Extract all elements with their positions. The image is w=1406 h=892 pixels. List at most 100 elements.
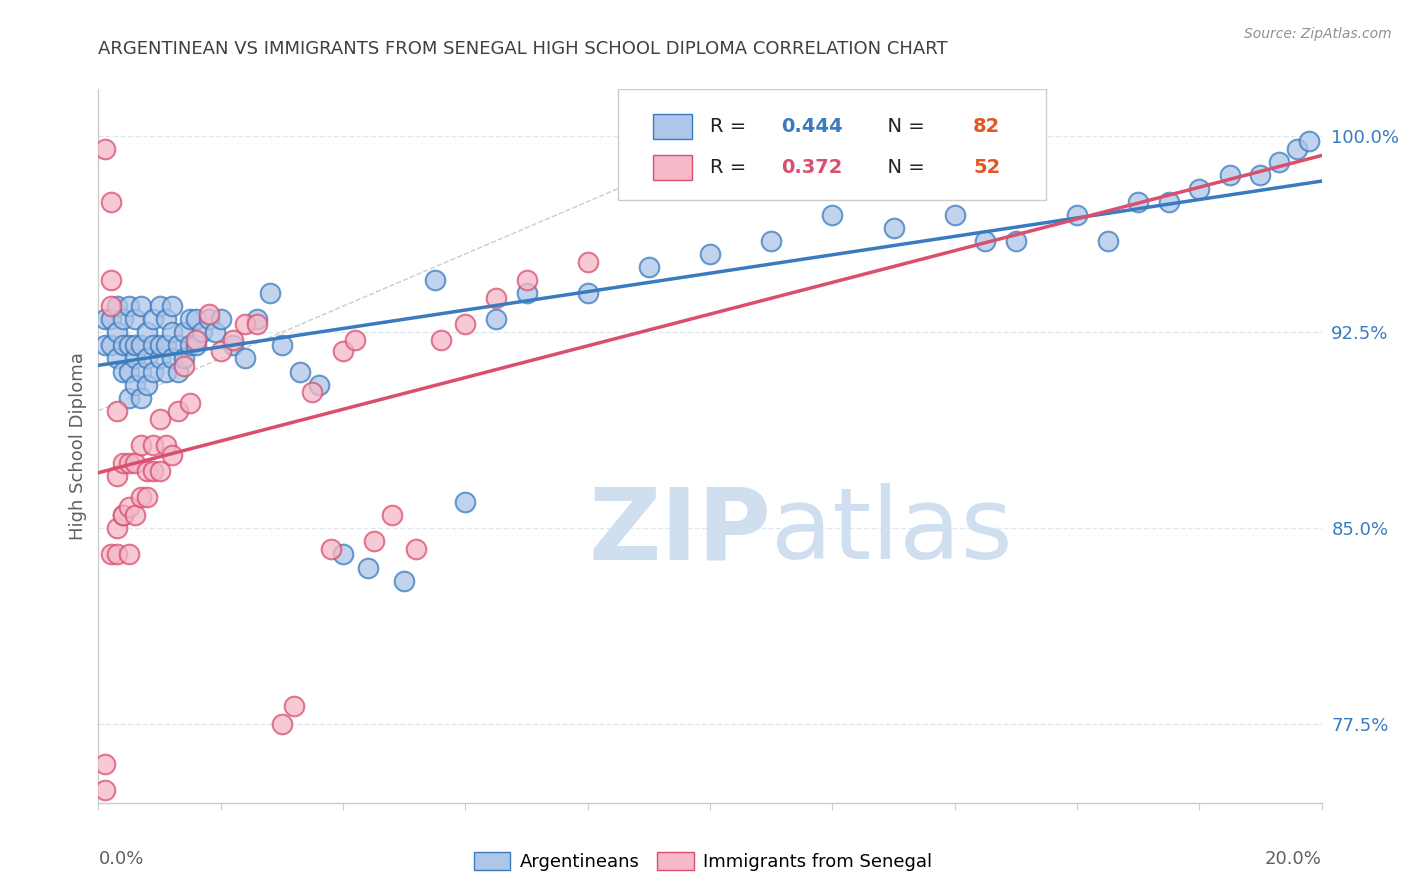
Point bbox=[283, 699, 305, 714]
Point bbox=[270, 717, 292, 731]
Point bbox=[124, 508, 146, 523]
Point bbox=[100, 338, 122, 352]
Point bbox=[118, 338, 141, 352]
Point bbox=[454, 495, 477, 509]
Point bbox=[1286, 142, 1309, 156]
Point bbox=[149, 299, 172, 313]
Point bbox=[105, 326, 128, 340]
Point bbox=[167, 403, 190, 417]
Point bbox=[637, 260, 661, 274]
Point bbox=[93, 782, 115, 797]
Point bbox=[1268, 155, 1291, 169]
Point bbox=[136, 490, 159, 504]
Point bbox=[155, 338, 177, 352]
Point bbox=[129, 490, 152, 504]
Point bbox=[1097, 234, 1119, 248]
Point bbox=[129, 391, 152, 405]
Point bbox=[142, 312, 165, 326]
Point bbox=[142, 338, 165, 352]
Point bbox=[105, 403, 128, 417]
Point bbox=[270, 338, 292, 352]
Text: R =: R = bbox=[710, 158, 752, 177]
Point bbox=[142, 438, 165, 452]
Point bbox=[124, 338, 146, 352]
Point bbox=[759, 234, 782, 248]
Point bbox=[129, 338, 152, 352]
Point bbox=[179, 396, 201, 410]
Point bbox=[173, 326, 195, 340]
Point bbox=[124, 377, 146, 392]
Point bbox=[100, 273, 122, 287]
Point bbox=[155, 364, 177, 378]
Point bbox=[974, 234, 997, 248]
Point bbox=[105, 548, 128, 562]
Point bbox=[118, 364, 141, 378]
Text: atlas: atlas bbox=[772, 483, 1012, 580]
Point bbox=[1188, 181, 1211, 195]
Text: 0.444: 0.444 bbox=[780, 117, 842, 136]
Point bbox=[1298, 135, 1320, 149]
Point bbox=[381, 508, 404, 523]
Point bbox=[160, 351, 183, 366]
Point bbox=[301, 385, 323, 400]
Point bbox=[118, 299, 141, 313]
Point bbox=[100, 548, 122, 562]
Point bbox=[1157, 194, 1180, 209]
Point bbox=[222, 338, 245, 352]
Point bbox=[111, 338, 134, 352]
Point bbox=[167, 364, 190, 378]
Point bbox=[454, 318, 477, 332]
Point bbox=[155, 312, 177, 326]
Point bbox=[111, 456, 134, 470]
Point bbox=[136, 351, 159, 366]
Point bbox=[516, 273, 538, 287]
Point bbox=[129, 438, 152, 452]
Point bbox=[124, 351, 146, 366]
Point bbox=[136, 377, 159, 392]
Point bbox=[118, 391, 141, 405]
Point bbox=[93, 338, 115, 352]
Point bbox=[142, 464, 165, 478]
Text: 20.0%: 20.0% bbox=[1265, 850, 1322, 868]
Point bbox=[93, 756, 115, 771]
Point bbox=[1128, 194, 1150, 209]
Legend: Argentineans, Immigrants from Senegal: Argentineans, Immigrants from Senegal bbox=[467, 845, 939, 879]
Point bbox=[191, 326, 214, 340]
Text: 0.372: 0.372 bbox=[780, 158, 842, 177]
Point bbox=[883, 220, 905, 235]
Point bbox=[100, 312, 122, 326]
Point bbox=[485, 312, 508, 326]
Text: 82: 82 bbox=[973, 117, 1000, 136]
Point bbox=[105, 521, 128, 535]
Point bbox=[209, 312, 232, 326]
Point bbox=[222, 333, 245, 347]
Point bbox=[821, 208, 844, 222]
Point bbox=[111, 508, 134, 523]
Y-axis label: High School Diploma: High School Diploma bbox=[69, 352, 87, 540]
Point bbox=[118, 500, 141, 515]
Point bbox=[136, 326, 159, 340]
Point bbox=[111, 508, 134, 523]
Point bbox=[943, 208, 966, 222]
Point bbox=[105, 469, 128, 483]
Point bbox=[160, 326, 183, 340]
Point bbox=[246, 312, 269, 326]
Point bbox=[1219, 169, 1241, 183]
Point bbox=[308, 377, 330, 392]
Point bbox=[167, 338, 190, 352]
Point bbox=[173, 351, 195, 366]
Point bbox=[363, 534, 385, 549]
Point bbox=[259, 286, 281, 301]
Point bbox=[186, 338, 208, 352]
Point bbox=[233, 351, 256, 366]
Point bbox=[332, 343, 354, 358]
Point bbox=[129, 299, 152, 313]
Point bbox=[124, 456, 146, 470]
Point bbox=[142, 364, 165, 378]
Point bbox=[160, 448, 183, 462]
Point bbox=[1066, 208, 1088, 222]
Point bbox=[290, 364, 312, 378]
Point bbox=[186, 333, 208, 347]
Bar bbox=[652, 154, 692, 180]
Text: Source: ZipAtlas.com: Source: ZipAtlas.com bbox=[1244, 27, 1392, 41]
